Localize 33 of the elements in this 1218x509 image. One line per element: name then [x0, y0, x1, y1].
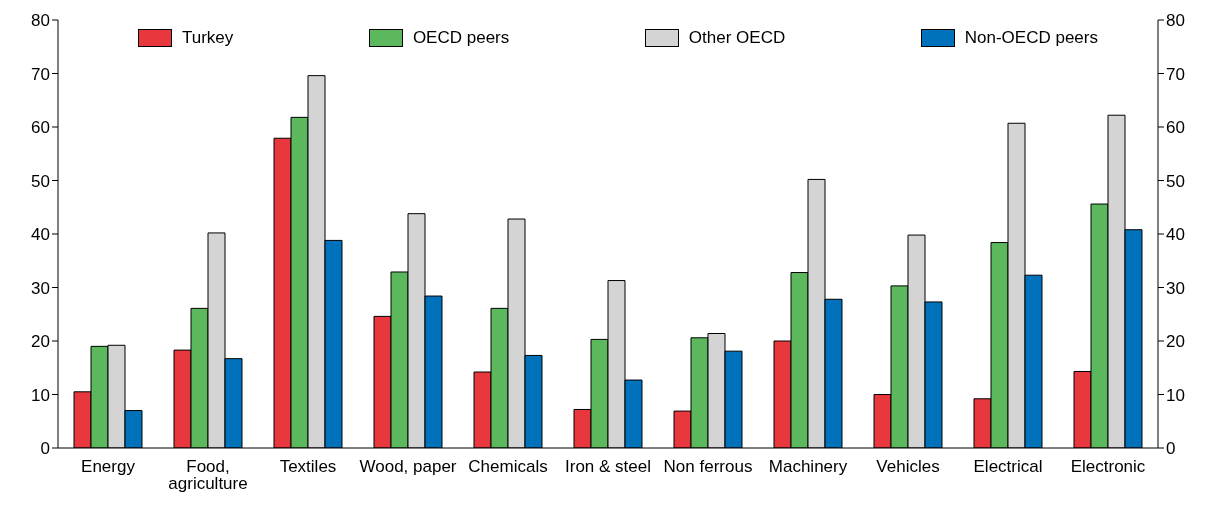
y2-tick-label: 30 [1166, 278, 1185, 298]
y-tick-label: 10 [31, 385, 50, 405]
y-tick-label: 30 [31, 278, 50, 298]
y-tick-label: 60 [31, 118, 50, 138]
y-tick-label: 0 [40, 439, 50, 459]
x-tick-label: Electronic [1070, 457, 1146, 477]
x-tick-label: Energy [81, 457, 136, 477]
y2-tick-label: 60 [1166, 118, 1185, 138]
legend-label: Other OECD [688, 28, 786, 48]
x-tick-label: Food, agriculture [168, 457, 248, 494]
y-tick-label: 50 [31, 171, 50, 191]
y-tick-label: 80 [31, 11, 50, 31]
y2-tick-label: 70 [1166, 64, 1185, 84]
y2-tick-label: 0 [1166, 439, 1176, 459]
x-tick-label: Non ferrous [663, 457, 753, 477]
x-tick-label: Wood, paper [359, 457, 457, 477]
y2-tick-label: 40 [1166, 225, 1185, 245]
x-tick-label: Iron & steel [565, 457, 651, 477]
y2-tick-label: 50 [1166, 171, 1185, 191]
legend-label: Turkey [182, 28, 234, 48]
x-tick-label: Vehicles [876, 457, 940, 477]
y-tick-label: 70 [31, 64, 50, 84]
y2-tick-label: 20 [1166, 332, 1185, 352]
x-tick-label: Electrical [973, 457, 1043, 477]
x-tick-label: Textiles [279, 457, 337, 477]
x-tick-label: Chemicals [468, 457, 548, 477]
y-tick-label: 20 [31, 332, 50, 352]
legend-label: OECD peers [412, 28, 510, 48]
y2-tick-label: 80 [1166, 11, 1185, 31]
x-tick-label: Machinery [768, 457, 848, 477]
y2-tick-label: 10 [1166, 385, 1185, 405]
legend-label: Non-OECD peers [964, 28, 1098, 48]
y-tick-label: 40 [31, 225, 50, 245]
